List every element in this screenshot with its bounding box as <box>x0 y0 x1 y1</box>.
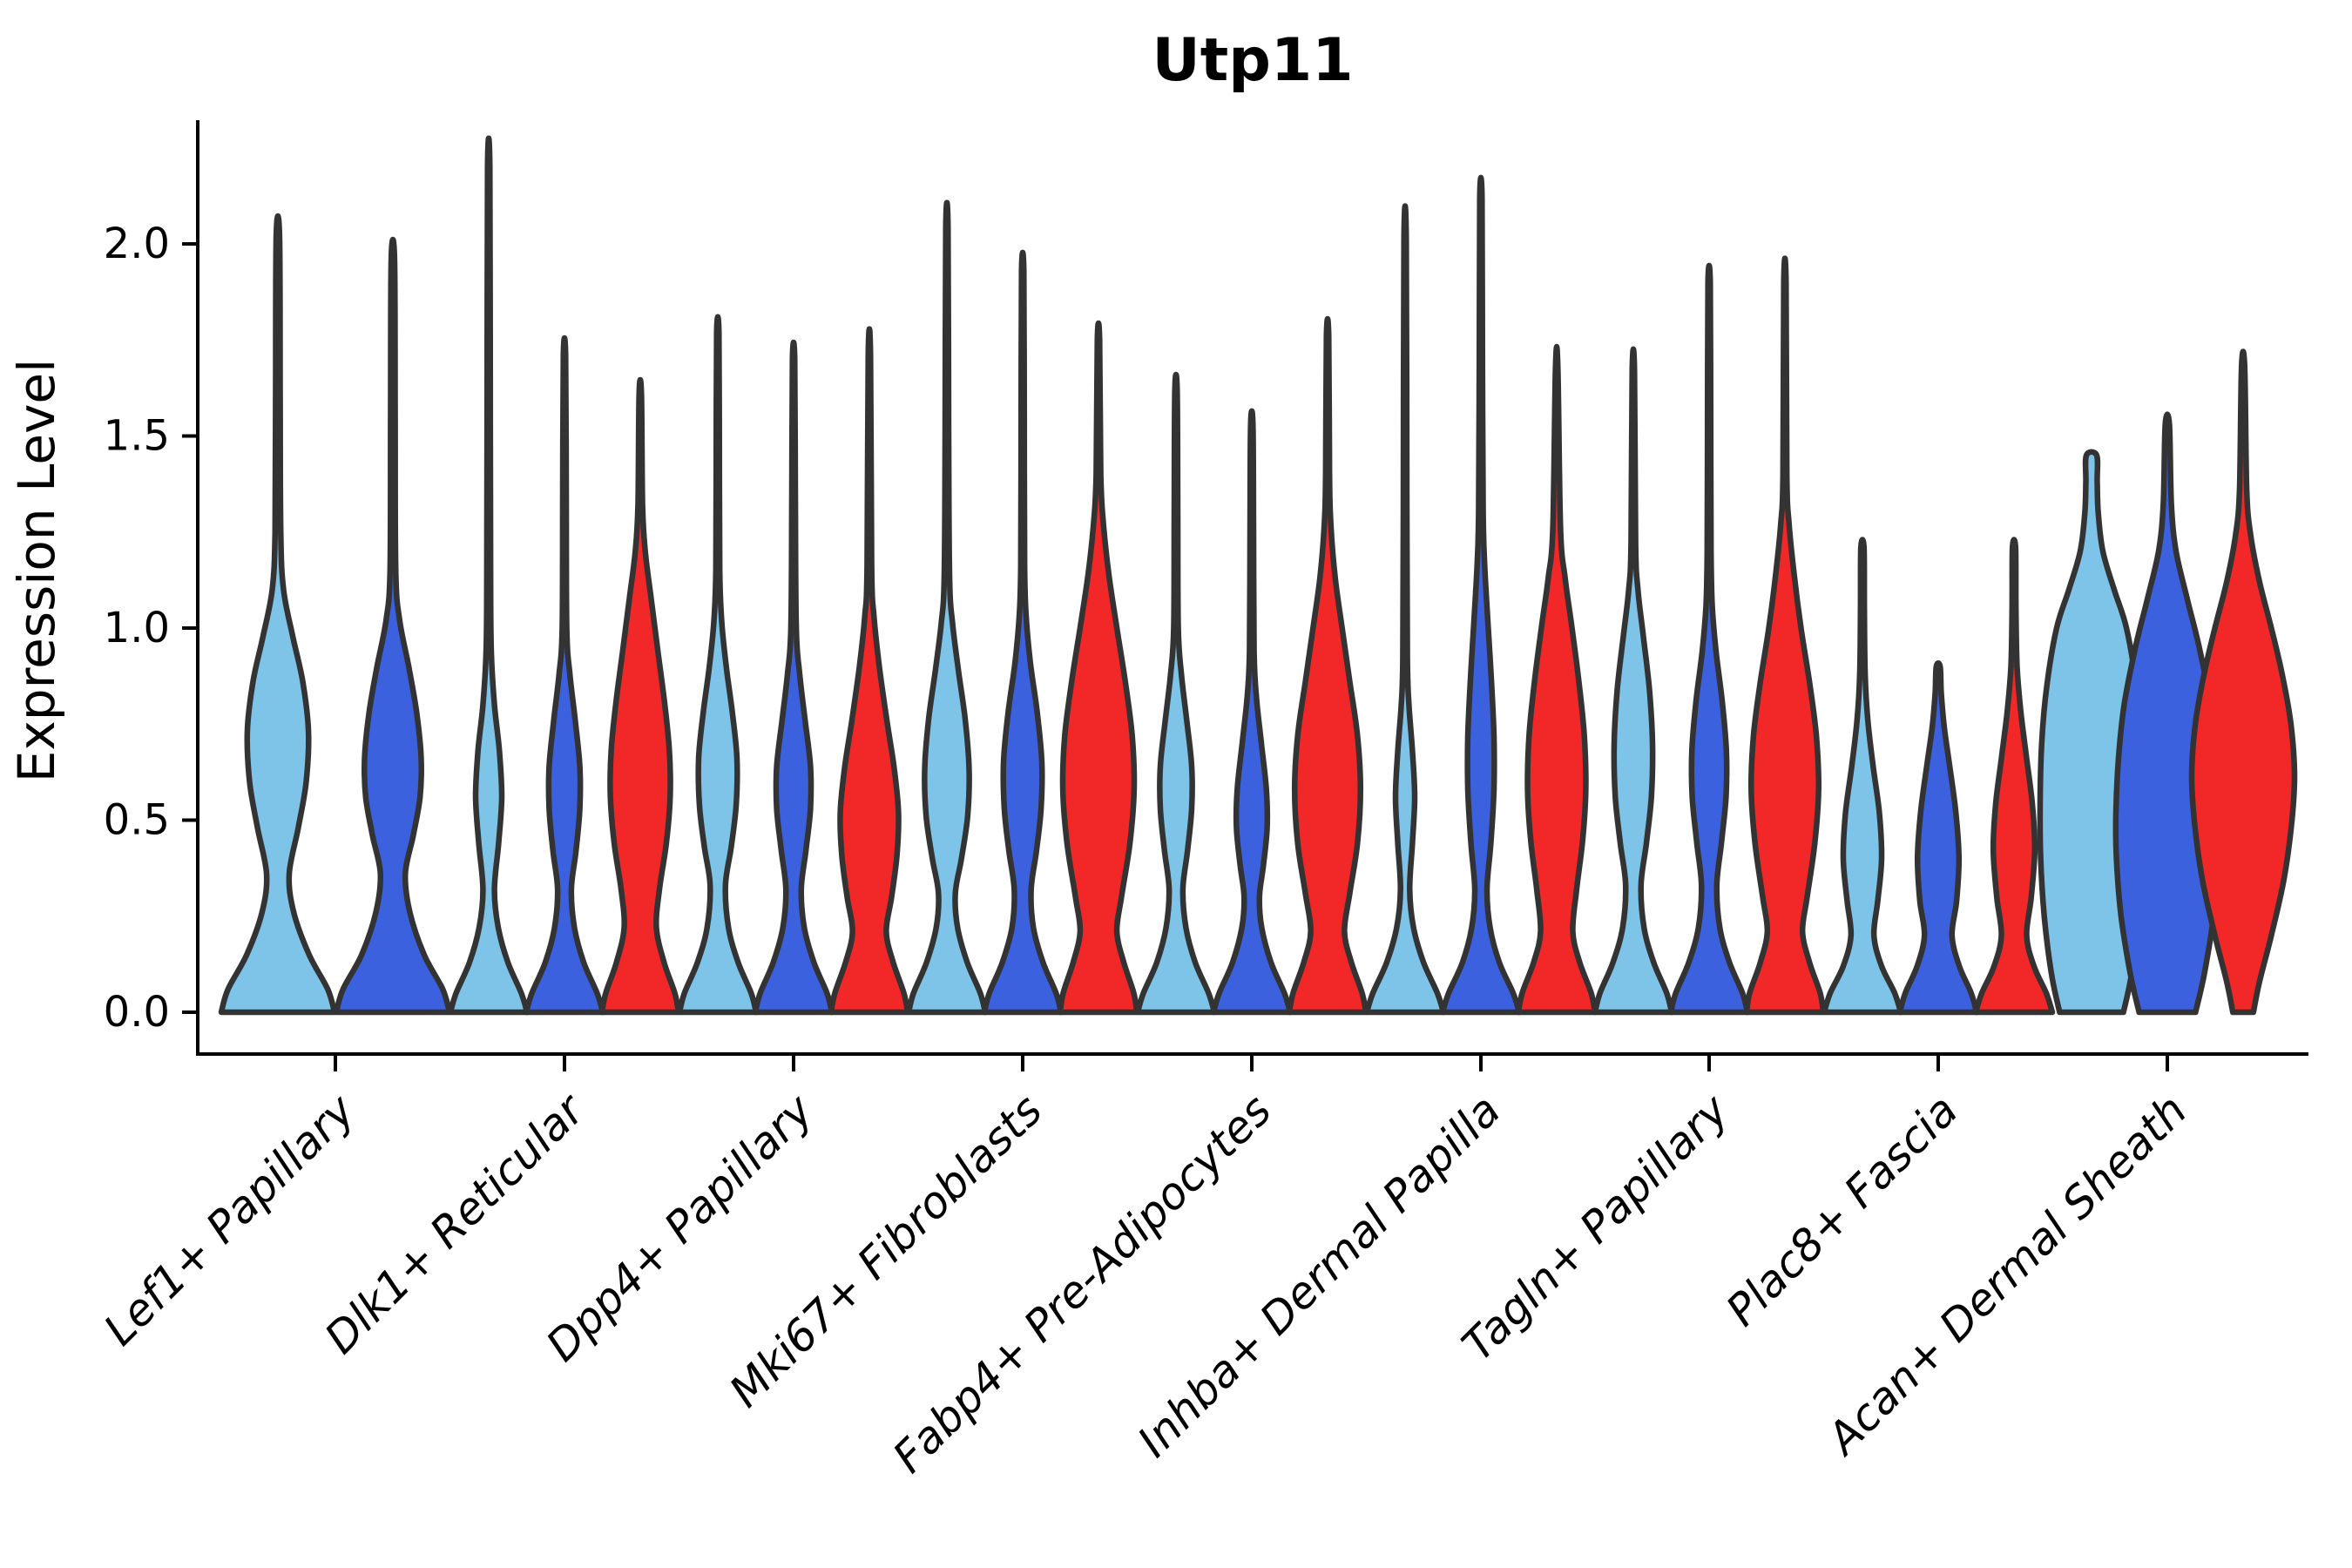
violin-lef1-papillary-dark_blue <box>333 236 453 1016</box>
violin-inhba-dermal-papilla-red <box>1515 343 1598 1016</box>
x-tick-label-fabp4-pre-adipocytes: Fabp4+ Pre-Adipocytes <box>883 1085 1281 1483</box>
violin-fabp4-pre-adipocytes-dark_blue <box>1210 408 1294 1016</box>
violin-plac8-fascia-dark_blue <box>1896 660 1980 1016</box>
violin-dpp4-papillary-red <box>828 326 911 1016</box>
violin-inhba-dermal-papilla-light_blue <box>1363 203 1447 1016</box>
violins-layer <box>218 135 2298 1016</box>
x-tick-label-acan-dermal-sheath: Acan+ Dermal Sheath <box>1816 1085 2197 1465</box>
x-tick-label-lef1-papillary: Lef1+ Papillary <box>94 1084 365 1355</box>
violin-dpp4-papillary-light_blue <box>676 314 760 1016</box>
violin-acan-dermal-sheath-red <box>2188 348 2298 1016</box>
chart-title: Utp11 <box>1152 26 1353 95</box>
violin-mki67-fibroblasts-dark_blue <box>981 249 1064 1016</box>
violin-dlk1-reticular-light_blue <box>447 135 531 1016</box>
violin-dlk1-reticular-red <box>598 376 682 1016</box>
violin-mki67-fibroblasts-red <box>1057 320 1140 1016</box>
violin-dlk1-reticular-dark_blue <box>523 335 606 1016</box>
violin-plac8-fascia-light_blue <box>1821 537 1904 1016</box>
violin-tagln-papillary-dark_blue <box>1667 262 1751 1016</box>
violin-lef1-papillary-light_blue <box>218 213 338 1016</box>
violin-fabp4-pre-adipocytes-red <box>1286 315 1369 1016</box>
violin-plac8-fascia-red <box>1972 537 2056 1016</box>
y-tick-label: 2.0 <box>104 220 170 268</box>
violin-fabp4-pre-adipocytes-light_blue <box>1134 371 1218 1016</box>
violin-dpp4-papillary-dark_blue <box>752 339 835 1016</box>
y-tick-label: 1.0 <box>104 604 170 652</box>
y-axis-label: Expression Level <box>7 359 66 782</box>
x-tick-label-plac8-fascia: Plac8+ Fascia <box>1717 1085 1968 1335</box>
x-tick-label-inhba-dermal-papilla: Inhba+ Dermal Papilla <box>1128 1085 1510 1466</box>
violin-tagln-papillary-red <box>1743 255 1827 1016</box>
y-tick-label: 0.5 <box>104 796 170 845</box>
violin-mki67-fibroblasts-light_blue <box>905 199 989 1016</box>
violin-inhba-dermal-papilla-dark_blue <box>1439 174 1523 1016</box>
y-tick-label: 0.0 <box>104 988 170 1037</box>
y-tick-label: 1.5 <box>104 412 170 461</box>
violin-tagln-papillary-light_blue <box>1592 346 1675 1016</box>
